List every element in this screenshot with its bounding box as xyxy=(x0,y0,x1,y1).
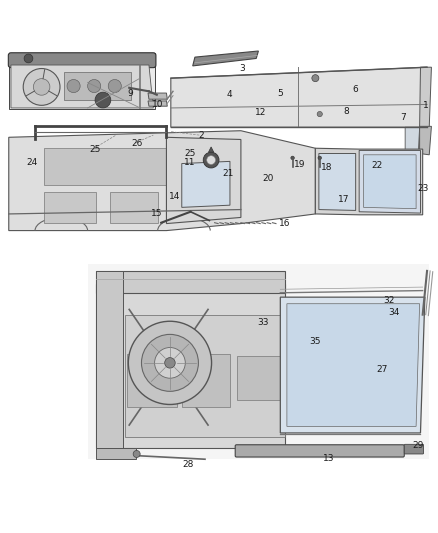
Text: 6: 6 xyxy=(352,85,358,94)
Text: 15: 15 xyxy=(151,208,162,217)
Polygon shape xyxy=(96,271,123,448)
Text: 14: 14 xyxy=(169,192,180,201)
Circle shape xyxy=(165,358,175,368)
FancyBboxPatch shape xyxy=(404,445,424,454)
Text: 1: 1 xyxy=(423,101,429,110)
Text: 11: 11 xyxy=(184,158,195,167)
Polygon shape xyxy=(148,101,167,106)
FancyBboxPatch shape xyxy=(235,445,404,457)
Text: 26: 26 xyxy=(131,139,142,148)
Text: 8: 8 xyxy=(343,107,349,116)
Polygon shape xyxy=(280,297,425,433)
Polygon shape xyxy=(364,155,416,209)
Text: 21: 21 xyxy=(222,169,233,178)
Polygon shape xyxy=(11,65,153,108)
Polygon shape xyxy=(420,67,431,127)
Polygon shape xyxy=(405,127,420,152)
Text: 24: 24 xyxy=(26,158,37,167)
Bar xyxy=(127,354,177,407)
Text: 19: 19 xyxy=(294,160,306,169)
Polygon shape xyxy=(287,304,420,426)
Bar xyxy=(64,71,131,100)
Text: 35: 35 xyxy=(310,337,321,346)
Circle shape xyxy=(108,79,121,93)
Text: 22: 22 xyxy=(371,161,382,170)
Polygon shape xyxy=(110,192,158,223)
Text: 33: 33 xyxy=(257,318,268,327)
Circle shape xyxy=(33,79,50,95)
Circle shape xyxy=(318,156,321,159)
Polygon shape xyxy=(420,126,431,155)
Polygon shape xyxy=(96,448,136,459)
Polygon shape xyxy=(193,51,258,66)
Polygon shape xyxy=(319,154,356,211)
Text: 13: 13 xyxy=(323,454,334,463)
Text: 17: 17 xyxy=(338,196,350,205)
Circle shape xyxy=(133,450,140,457)
Polygon shape xyxy=(182,161,230,207)
Text: 2: 2 xyxy=(199,132,204,141)
Circle shape xyxy=(207,156,215,165)
Text: 12: 12 xyxy=(255,108,266,117)
Bar xyxy=(44,148,166,185)
Polygon shape xyxy=(9,131,315,231)
Polygon shape xyxy=(148,93,167,99)
Polygon shape xyxy=(9,53,155,109)
FancyBboxPatch shape xyxy=(8,53,156,68)
Text: 25: 25 xyxy=(90,144,101,154)
Circle shape xyxy=(67,79,80,93)
Circle shape xyxy=(141,334,198,391)
Polygon shape xyxy=(96,284,285,448)
Circle shape xyxy=(23,69,60,106)
Circle shape xyxy=(88,79,101,93)
Circle shape xyxy=(95,92,111,108)
Bar xyxy=(88,264,429,459)
Polygon shape xyxy=(166,138,241,223)
Circle shape xyxy=(128,321,212,405)
Text: 25: 25 xyxy=(185,149,196,158)
Polygon shape xyxy=(125,314,285,437)
Text: 29: 29 xyxy=(413,441,424,450)
Circle shape xyxy=(155,348,185,378)
Text: 16: 16 xyxy=(279,219,290,228)
Polygon shape xyxy=(44,192,96,223)
Circle shape xyxy=(317,111,322,117)
Bar xyxy=(182,354,230,407)
Text: 9: 9 xyxy=(127,90,134,99)
Text: 4: 4 xyxy=(226,90,232,99)
Polygon shape xyxy=(315,148,423,215)
Text: 5: 5 xyxy=(277,89,283,98)
Text: 18: 18 xyxy=(321,163,332,172)
Text: 10: 10 xyxy=(152,100,163,109)
Text: 28: 28 xyxy=(183,460,194,469)
Text: 23: 23 xyxy=(417,184,428,193)
Polygon shape xyxy=(359,150,420,213)
Polygon shape xyxy=(208,147,214,152)
Circle shape xyxy=(203,152,219,168)
Text: 27: 27 xyxy=(376,365,388,374)
Circle shape xyxy=(312,75,319,82)
Circle shape xyxy=(24,54,33,63)
Polygon shape xyxy=(171,67,427,127)
Text: 32: 32 xyxy=(383,296,395,305)
Circle shape xyxy=(291,156,294,159)
Text: 20: 20 xyxy=(262,174,274,183)
Polygon shape xyxy=(96,271,285,293)
Bar xyxy=(237,356,280,400)
Text: 34: 34 xyxy=(389,308,400,317)
Text: 3: 3 xyxy=(239,64,245,73)
Text: 7: 7 xyxy=(400,113,406,122)
